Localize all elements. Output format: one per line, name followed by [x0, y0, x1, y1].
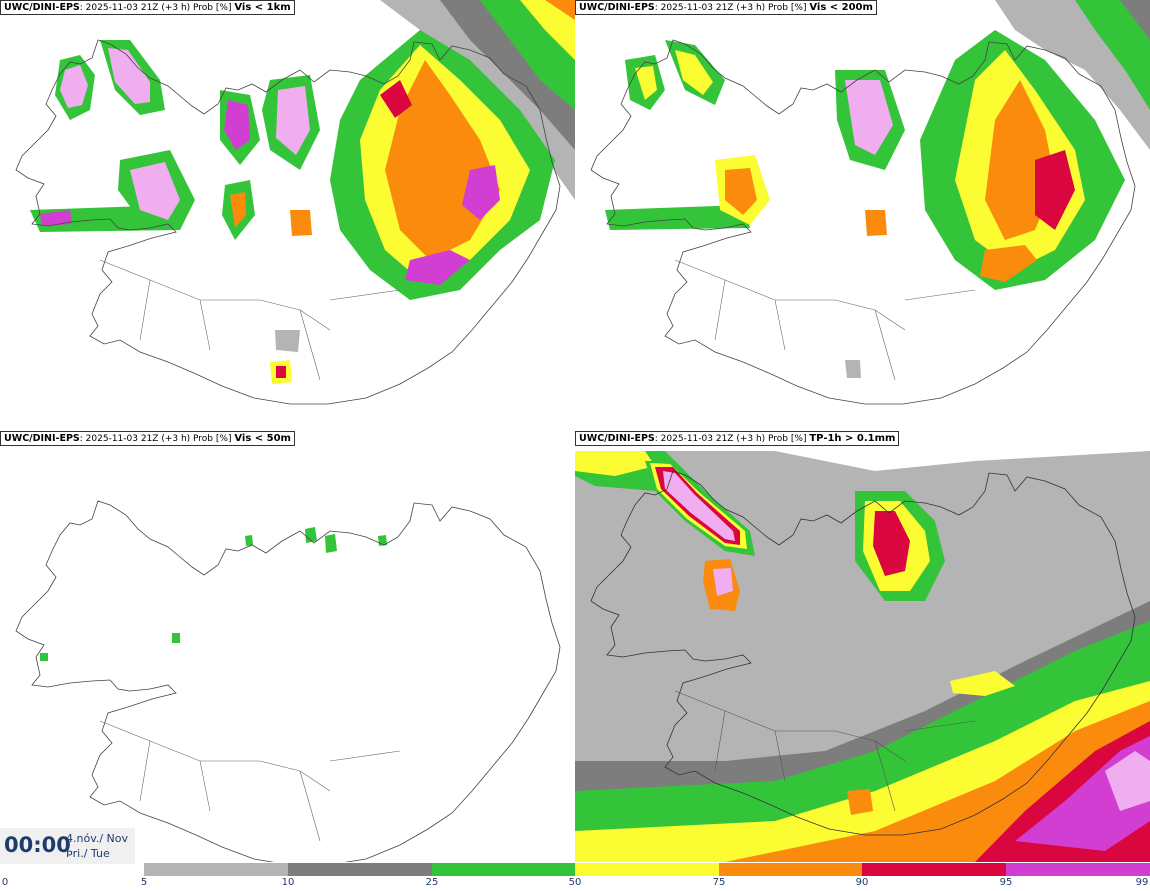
panel-tp-1h: UWC/DINI-EPS: 2025-11-03 21Z (+3 h) Prob… [575, 431, 1150, 862]
colorbar-segment-1 [144, 863, 288, 876]
colorbar-tick: 25 [425, 877, 439, 888]
colorbar-tick: 99 [1135, 877, 1149, 888]
colorbar-tick: 90 [855, 877, 869, 888]
colorbar-tick: 50 [568, 877, 582, 888]
colorbar-segment-5 [719, 863, 862, 876]
panel-title: UWC/DINI-EPS: 2025-11-03 21Z (+3 h) Prob… [575, 0, 877, 15]
colorbar-tick: 95 [999, 877, 1013, 888]
panel-title: UWC/DINI-EPS: 2025-11-03 21Z (+3 h) Prob… [575, 431, 900, 446]
colorbar-segment-4 [575, 863, 719, 876]
panel-vis-1km: UWC/DINI-EPS: 2025-11-03 21Z (+3 h) Prob… [0, 0, 575, 431]
map-vis-200m [590, 0, 1150, 405]
colorbar-segment-7 [1006, 863, 1150, 876]
colorbar-segment-3 [432, 863, 575, 876]
panel-vis-50m: UWC/DINI-EPS: 2025-11-03 21Z (+3 h) Prob… [0, 431, 575, 862]
panel-title: UWC/DINI-EPS: 2025-11-03 21Z (+3 h) Prob… [0, 0, 295, 15]
map-tp-1h [575, 451, 1150, 862]
colorbar-tick: 0 [1, 877, 9, 888]
colorbar-segment-2 [288, 863, 432, 876]
colorbar-tick: 75 [712, 877, 726, 888]
map-vis-1km [15, 0, 575, 405]
colorbar-segment-6 [862, 863, 1006, 876]
colorbar-tick: 5 [140, 877, 148, 888]
valid-time-box: 00:00 4.nóv./ Nov Þri./ Tue [0, 828, 135, 864]
panel-vis-200m: UWC/DINI-EPS: 2025-11-03 21Z (+3 h) Prob… [575, 0, 1150, 431]
panel-title: UWC/DINI-EPS: 2025-11-03 21Z (+3 h) Prob… [0, 431, 295, 446]
valid-date: 4.nóv./ Nov Þri./ Tue [66, 832, 129, 860]
map-vis-50m [15, 500, 561, 862]
colorbar-segment-0 [0, 863, 144, 876]
colorbar-tick: 10 [281, 877, 295, 888]
valid-time: 00:00 [4, 833, 71, 857]
